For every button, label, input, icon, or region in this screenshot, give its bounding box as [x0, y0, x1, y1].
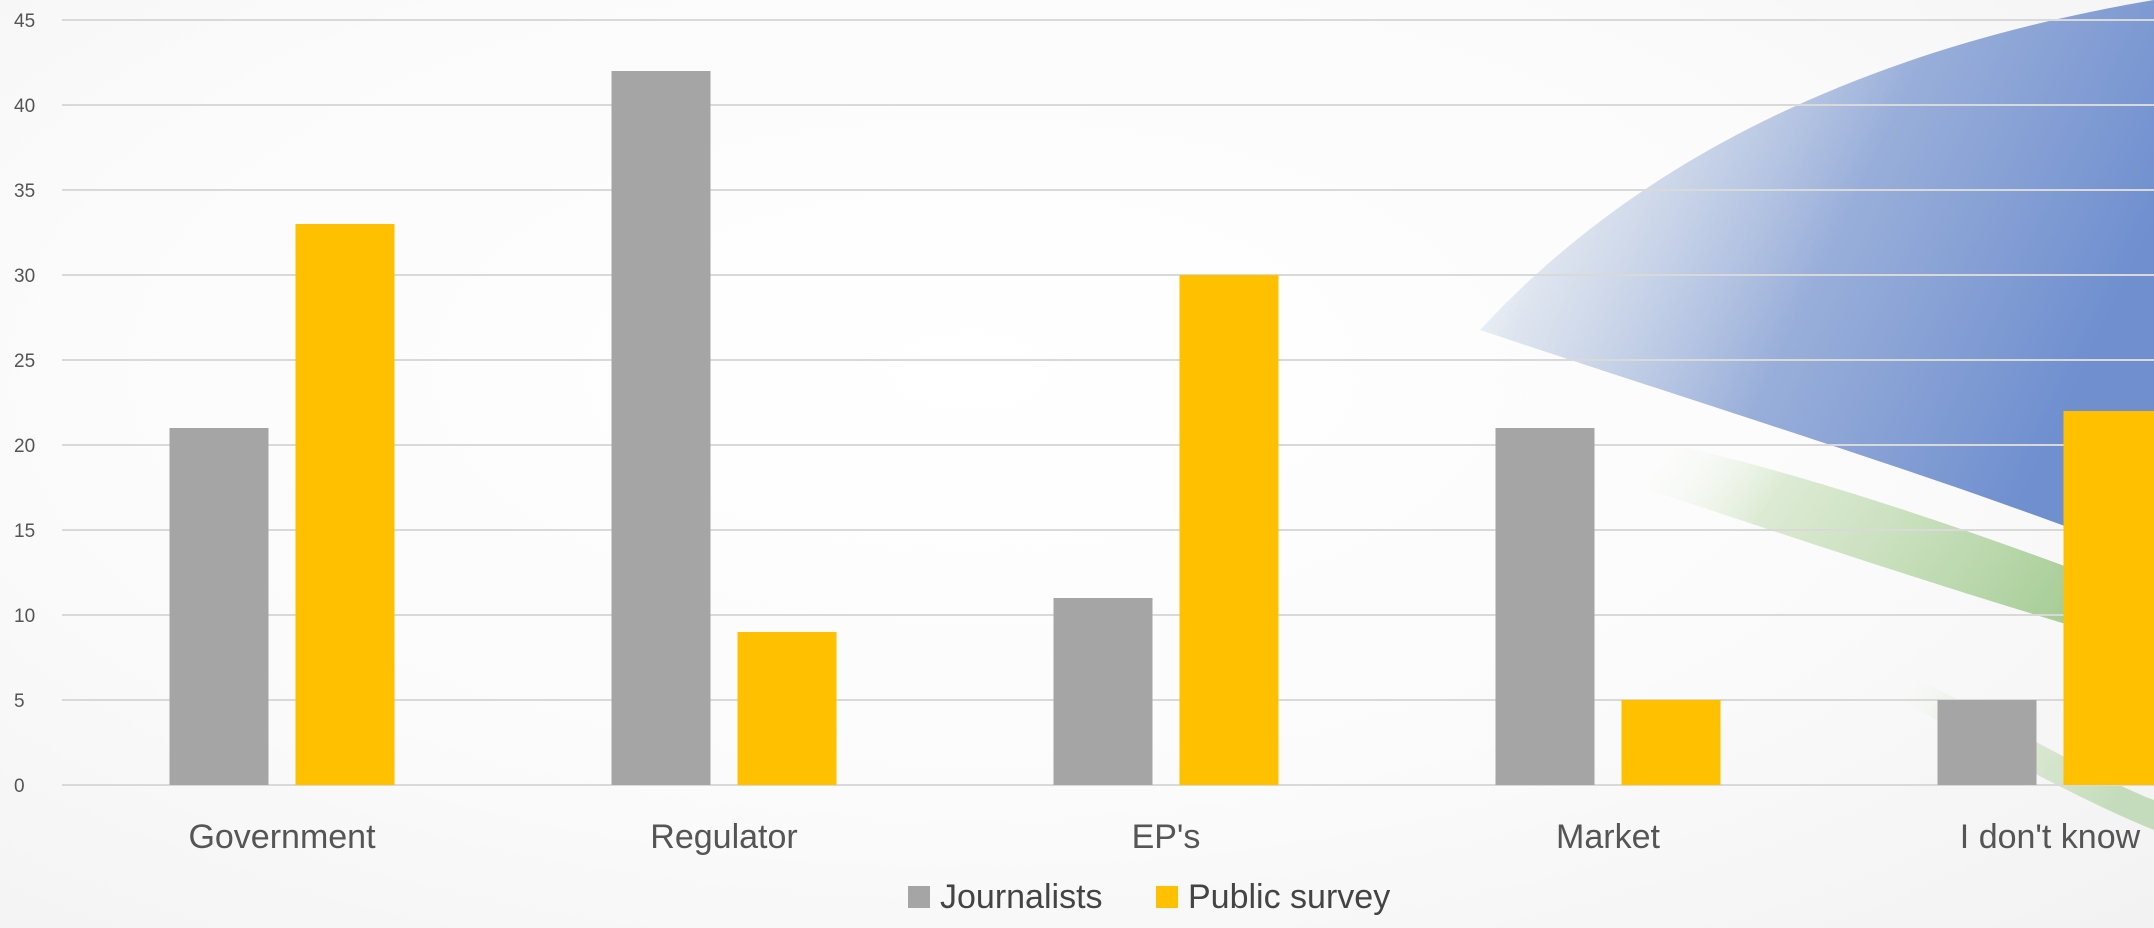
- y-tick-label: 0: [14, 776, 25, 797]
- y-tick-label: 10: [14, 606, 35, 627]
- y-tick-label: 40: [14, 96, 35, 117]
- y-tick-label: 45: [14, 11, 35, 32]
- x-axis-category-labels: Government Regulator EP's Market I don't kno…: [188, 818, 2140, 856]
- y-tick-label: 5: [14, 691, 25, 712]
- y-tick-label: 25: [14, 351, 35, 372]
- bar-journalists-3: [1495, 428, 1595, 785]
- bar-journalists-0: [169, 428, 269, 785]
- bar-public-survey-0: [295, 224, 395, 785]
- bar-journalists-2: [1053, 598, 1153, 785]
- bar-public-survey-1: [737, 632, 837, 785]
- y-tick-label: 35: [14, 181, 35, 202]
- legend-swatch-public-survey: [1156, 886, 1178, 908]
- bars: [169, 71, 2154, 785]
- x-category-label: Government: [188, 818, 376, 856]
- legend-label-public-survey: Public survey: [1188, 878, 1390, 916]
- bar-public-survey-3: [1621, 700, 1721, 785]
- x-category-label: Regulator: [650, 818, 797, 856]
- x-category-label: Market: [1556, 818, 1660, 856]
- x-category-label: EP's: [1132, 818, 1201, 856]
- y-tick-label: 30: [14, 266, 35, 287]
- y-axis-tick-labels: 0 5 10 15 20 25 30 35 40 45: [14, 11, 35, 797]
- legend-swatch-journalists: [908, 886, 930, 908]
- legend-label-journalists: Journalists: [940, 878, 1103, 916]
- y-tick-label: 20: [14, 436, 35, 457]
- legend: Journalists Public survey: [908, 878, 1390, 916]
- y-tick-label: 15: [14, 521, 35, 542]
- bar-journalists-4: [1937, 700, 2037, 785]
- bar-journalists-1: [611, 71, 711, 785]
- x-category-label: I don't know: [1960, 818, 2141, 856]
- bar-public-survey-4: [2063, 411, 2154, 785]
- bar-public-survey-2: [1179, 275, 1279, 785]
